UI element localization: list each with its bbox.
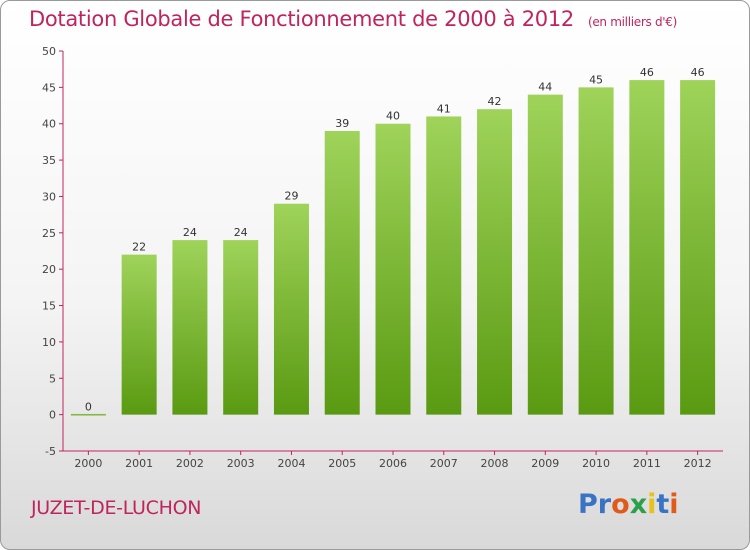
logo-letter: t	[656, 489, 670, 520]
x-tick-label: 2000	[74, 457, 102, 470]
bar	[273, 203, 309, 415]
y-tick-label: 0	[49, 409, 56, 422]
data-label: 24	[183, 226, 197, 239]
y-tick-label: 35	[42, 154, 56, 167]
logo-letter: i	[669, 489, 679, 520]
y-tick-label: 50	[42, 45, 56, 58]
x-tick-label: 2003	[227, 457, 255, 470]
proxiti-logo: Proxiti	[578, 489, 679, 520]
title-text: Dotation Globale de Fonctionnement de 20…	[29, 7, 574, 31]
data-label: 39	[335, 117, 349, 130]
y-tick-label: -5	[45, 445, 56, 458]
bar	[426, 116, 462, 415]
y-tick-label: 30	[42, 190, 56, 203]
chart-title: Dotation Globale de Fonctionnement de 20…	[29, 7, 677, 31]
x-tick-label: 2006	[379, 457, 407, 470]
data-label: 46	[640, 66, 654, 79]
data-label: 40	[386, 110, 400, 123]
bar	[223, 240, 259, 415]
bar	[629, 80, 665, 415]
bar	[527, 94, 563, 415]
logo-letter: o	[611, 489, 630, 520]
y-tick-label: 45	[42, 81, 56, 94]
data-label: 42	[488, 95, 502, 108]
x-tick-label: 2007	[430, 457, 458, 470]
bar	[70, 413, 106, 416]
data-label: 41	[437, 102, 451, 115]
bar	[578, 87, 614, 415]
data-label: 24	[234, 226, 248, 239]
x-tick-label: 2009	[531, 457, 559, 470]
x-tick-label: 2010	[582, 457, 610, 470]
bar	[172, 240, 208, 415]
bar	[680, 80, 716, 415]
x-tick-label: 2001	[125, 457, 153, 470]
x-tick-label: 2004	[277, 457, 305, 470]
x-tick-label: 2002	[176, 457, 204, 470]
logo-letter: i	[647, 489, 657, 520]
x-tick-label: 2012	[684, 457, 712, 470]
y-tick-label: 25	[42, 227, 56, 240]
data-label: 29	[284, 190, 298, 203]
x-tick-label: 2008	[481, 457, 509, 470]
y-tick-label: 40	[42, 118, 56, 131]
data-label: 45	[589, 73, 603, 86]
logo-letter: r	[597, 489, 612, 520]
logo-letter: P	[578, 489, 598, 520]
data-label: 44	[538, 81, 552, 94]
x-tick-label: 2005	[328, 457, 356, 470]
data-label: 0	[85, 401, 92, 414]
bar	[121, 254, 157, 415]
bar	[324, 131, 360, 415]
y-tick-label: 5	[49, 372, 56, 385]
logo-letter: x	[629, 489, 648, 520]
x-tick-label: 2011	[633, 457, 661, 470]
commune-name: JUZET-DE-LUCHON	[31, 497, 202, 519]
bar	[375, 123, 411, 415]
data-label: 22	[132, 241, 146, 254]
chart-subtitle: (en milliers d'€)	[587, 15, 677, 29]
y-tick-label: 15	[42, 300, 56, 313]
data-label: 46	[691, 66, 705, 79]
y-tick-label: 20	[42, 263, 56, 276]
y-tick-label: 10	[42, 336, 56, 349]
bar	[477, 109, 513, 415]
